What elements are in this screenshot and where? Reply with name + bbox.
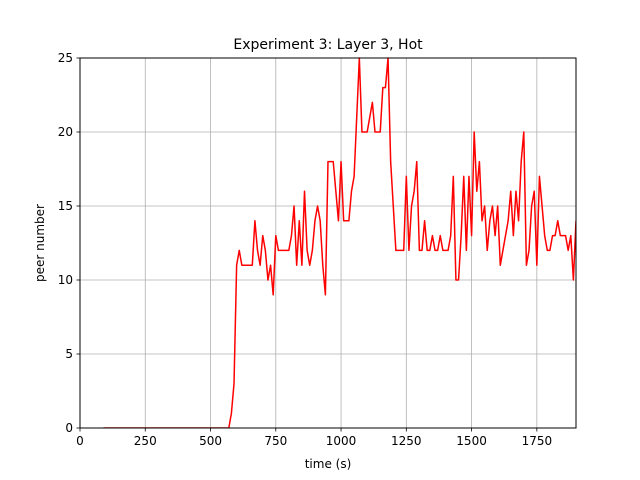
y-tick-label: 5 [65,347,73,361]
y-tick-label: 0 [65,421,73,435]
plot-area: 0 250 500 750 1000 1250 1500 1750 0 5 10 15 20 25 [58,51,577,448]
y-axis-label: peer number [33,204,47,282]
series-layer [103,57,576,428]
x-axis-label: time (s) [305,457,352,471]
x-tick-label: 1750 [522,434,553,448]
series-line [103,57,576,428]
x-tick-label: 0 [76,434,84,448]
x-tick-label: 1000 [326,434,357,448]
x-tick-label: 1500 [456,434,487,448]
plot-background [80,58,576,428]
y-tick-label: 15 [58,199,73,213]
x-tick-label: 500 [199,434,222,448]
ticks-layer: 0 250 500 750 1000 1250 1500 1750 0 5 10 15 20 25 [58,51,552,448]
y-tick-label: 10 [58,273,73,287]
x-tick-label: 250 [134,434,157,448]
y-tick-label: 25 [58,51,73,65]
plot-frame [79,57,577,429]
y-tick-label: 20 [58,125,73,139]
x-tick-label: 750 [264,434,287,448]
chart-title: Experiment 3: Layer 3, Hot [233,37,423,53]
x-tick-label: 1250 [391,434,422,448]
